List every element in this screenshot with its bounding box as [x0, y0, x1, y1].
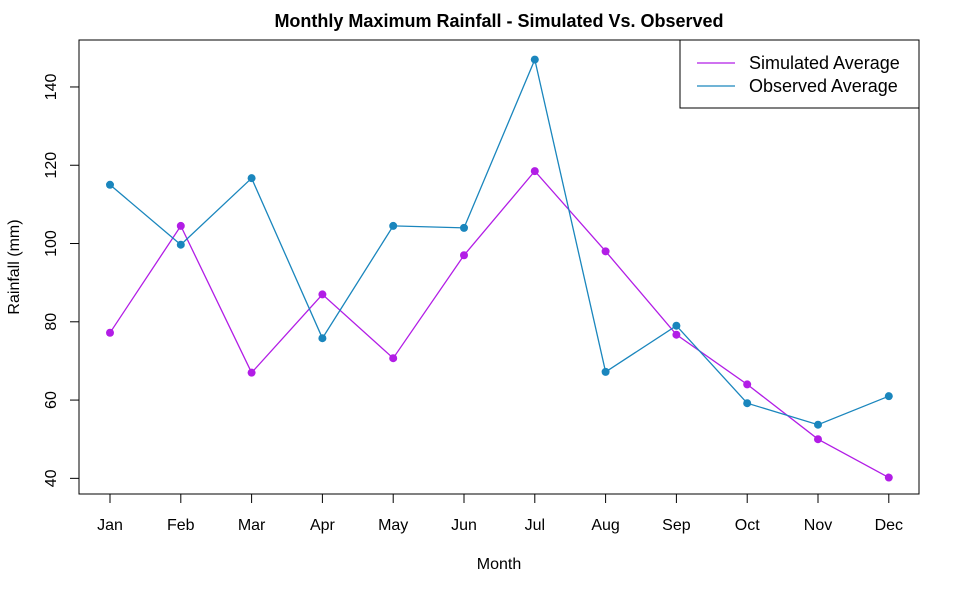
y-tick-label: 60	[43, 391, 60, 409]
data-point-simulated	[318, 290, 327, 299]
data-point-observed	[884, 392, 893, 401]
x-tick-label: May	[378, 517, 408, 534]
data-point-simulated	[672, 330, 681, 339]
x-tick-label: Apr	[310, 517, 336, 534]
data-point-simulated	[530, 167, 539, 176]
legend-label-observed: Observed Average	[749, 76, 898, 96]
data-point-observed	[318, 334, 327, 343]
series-line-simulated	[109, 170, 890, 479]
legend: Simulated Average Observed Average	[679, 39, 920, 109]
y-tick-label: 120	[43, 152, 60, 179]
legend-label-simulated: Simulated Average	[749, 53, 900, 73]
y-tick-label: 100	[43, 230, 60, 257]
data-point-observed	[743, 399, 752, 408]
data-point-observed	[106, 180, 114, 189]
data-point-simulated	[814, 435, 822, 444]
data-point-simulated	[247, 368, 256, 377]
data-point-observed	[672, 321, 681, 330]
y-axis-label: Rainfall (mm)	[6, 219, 23, 314]
data-point-observed	[601, 367, 610, 376]
y-tick-label: 80	[43, 313, 60, 331]
x-tick-label: Jul	[525, 517, 545, 534]
series-layer	[106, 55, 893, 482]
x-tick-label: Sep	[662, 517, 691, 534]
data-point-simulated	[601, 247, 610, 256]
data-point-observed	[814, 420, 822, 429]
x-axis: Jan Feb Mar Apr May Jun Jul Aug Sep Oct Nov Dec	[97, 493, 903, 534]
data-point-observed	[530, 55, 539, 64]
data-point-observed	[460, 223, 468, 232]
x-axis-label: Month	[477, 556, 521, 573]
y-tick-label: 140	[43, 74, 60, 101]
data-point-simulated	[460, 251, 468, 260]
chart-title: Monthly Maximum Rainfall - Simulated Vs.…	[274, 11, 723, 31]
x-tick-label: Feb	[167, 517, 195, 534]
y-tick-label: 40	[43, 469, 60, 487]
data-point-simulated	[884, 473, 893, 482]
legend-box	[679, 39, 920, 109]
data-point-simulated	[106, 328, 114, 337]
x-tick-label: Jun	[451, 517, 477, 534]
x-tick-label: Mar	[238, 517, 266, 534]
data-point-simulated	[389, 354, 398, 363]
x-tick-label: Dec	[875, 517, 903, 534]
x-tick-label: Jan	[97, 517, 123, 534]
x-tick-label: Nov	[804, 517, 832, 534]
x-tick-label: Oct	[735, 517, 760, 534]
x-tick-label: Aug	[591, 517, 619, 534]
data-point-observed	[176, 240, 185, 249]
data-point-simulated	[176, 221, 185, 230]
data-point-simulated	[743, 380, 752, 389]
series-line-observed	[109, 57, 890, 426]
y-axis: 40 60 80 100 120 140	[43, 74, 80, 487]
data-point-observed	[389, 221, 398, 230]
data-point-observed	[247, 174, 256, 183]
